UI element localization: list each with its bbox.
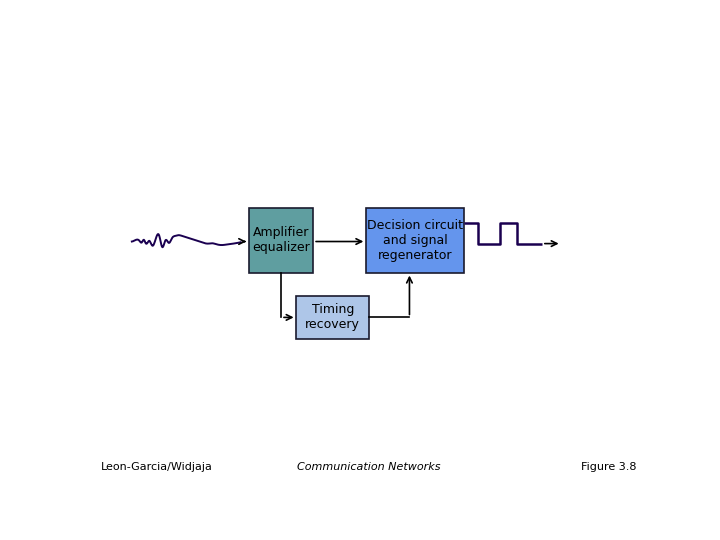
Bar: [249, 208, 313, 273]
Bar: [366, 208, 464, 273]
Bar: [297, 295, 369, 339]
Text: Amplifier
equalizer: Amplifier equalizer: [252, 226, 310, 254]
Text: Decision circuit
and signal
regenerator: Decision circuit and signal regenerator: [367, 219, 463, 262]
Text: Figure 3.8: Figure 3.8: [581, 462, 637, 472]
Text: Timing
recovery: Timing recovery: [305, 303, 360, 332]
Text: Communication Networks: Communication Networks: [297, 462, 441, 472]
Text: Leon-Garcia/Widjaja: Leon-Garcia/Widjaja: [101, 462, 213, 472]
